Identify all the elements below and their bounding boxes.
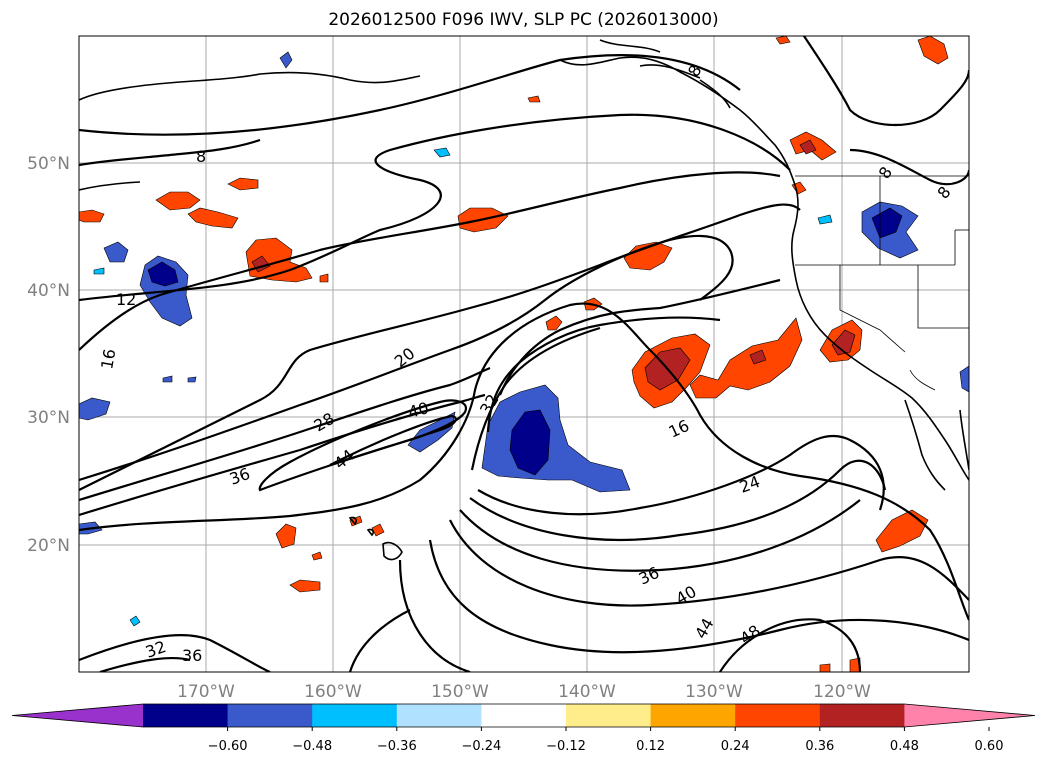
colorbar-segment <box>481 704 567 727</box>
colorbar-tick-label: −0.12 <box>546 739 586 754</box>
colorbar-segment <box>143 704 229 727</box>
colorbar-segment <box>227 704 313 727</box>
colorbar: −0.60 −0.48 −0.36 −0.24 −0.12 0.12 0.24 0.36 0.4… <box>11 703 1036 754</box>
map-frame <box>78 35 970 673</box>
colorbar-outline <box>11 703 1036 728</box>
map-title: 2026012500 F096 IWV, SLP PC (2026013000) <box>328 10 719 30</box>
lon-tick-label: 120°W <box>813 682 871 702</box>
lon-tick-label: 150°W <box>431 682 489 702</box>
contour-label: 12 <box>116 290 136 309</box>
colorbar-tick-label: −0.48 <box>292 739 332 754</box>
colorbar-segment <box>650 704 736 727</box>
colorbar-tick-label: 0.12 <box>636 739 665 754</box>
coastlines <box>79 39 969 561</box>
lat-tick-label: 40°N <box>27 281 70 301</box>
lat-tick-label: 30°N <box>27 408 70 428</box>
lon-tick-label: 130°W <box>685 682 743 702</box>
colorbar-tick-label: −0.60 <box>208 739 248 754</box>
contour-label: 8 <box>196 147 206 166</box>
lon-tick-label: 140°W <box>558 682 616 702</box>
lon-tick-label: 170°W <box>177 682 235 702</box>
colorbar-tick-label: −0.24 <box>461 739 501 754</box>
lat-axis-labels: 50°N 40°N 30°N 20°N <box>27 154 70 556</box>
colorbar-tick-label: −0.36 <box>377 739 417 754</box>
colorbar-extend-low <box>12 704 143 727</box>
colorbar-segment <box>396 704 482 727</box>
colorbar-tick-label: 0.24 <box>721 739 750 754</box>
colorbar-tick-label: 0.60 <box>975 739 1004 754</box>
lon-tick-label: 160°W <box>304 682 362 702</box>
lat-tick-label: 20°N <box>27 536 70 556</box>
colorbar-segment <box>566 704 652 727</box>
contour-label: 16 <box>97 347 119 370</box>
colorbar-tick-label: 0.36 <box>805 739 834 754</box>
contour-label: 36 <box>182 646 202 665</box>
lon-axis-labels: 170°W 160°W 150°W 140°W 130°W 120°W <box>177 682 871 702</box>
colorbar-segment <box>312 704 398 727</box>
colorbar-extend-high <box>904 704 1035 727</box>
lat-tick-label: 50°N <box>27 154 70 174</box>
colorbar-segment <box>735 704 821 727</box>
colorbar-tick-label: 0.48 <box>890 739 919 754</box>
contour-label: 40 <box>406 398 431 422</box>
political-boundaries <box>795 175 969 391</box>
colorbar-segment <box>819 704 905 727</box>
slp-contours <box>79 36 969 672</box>
